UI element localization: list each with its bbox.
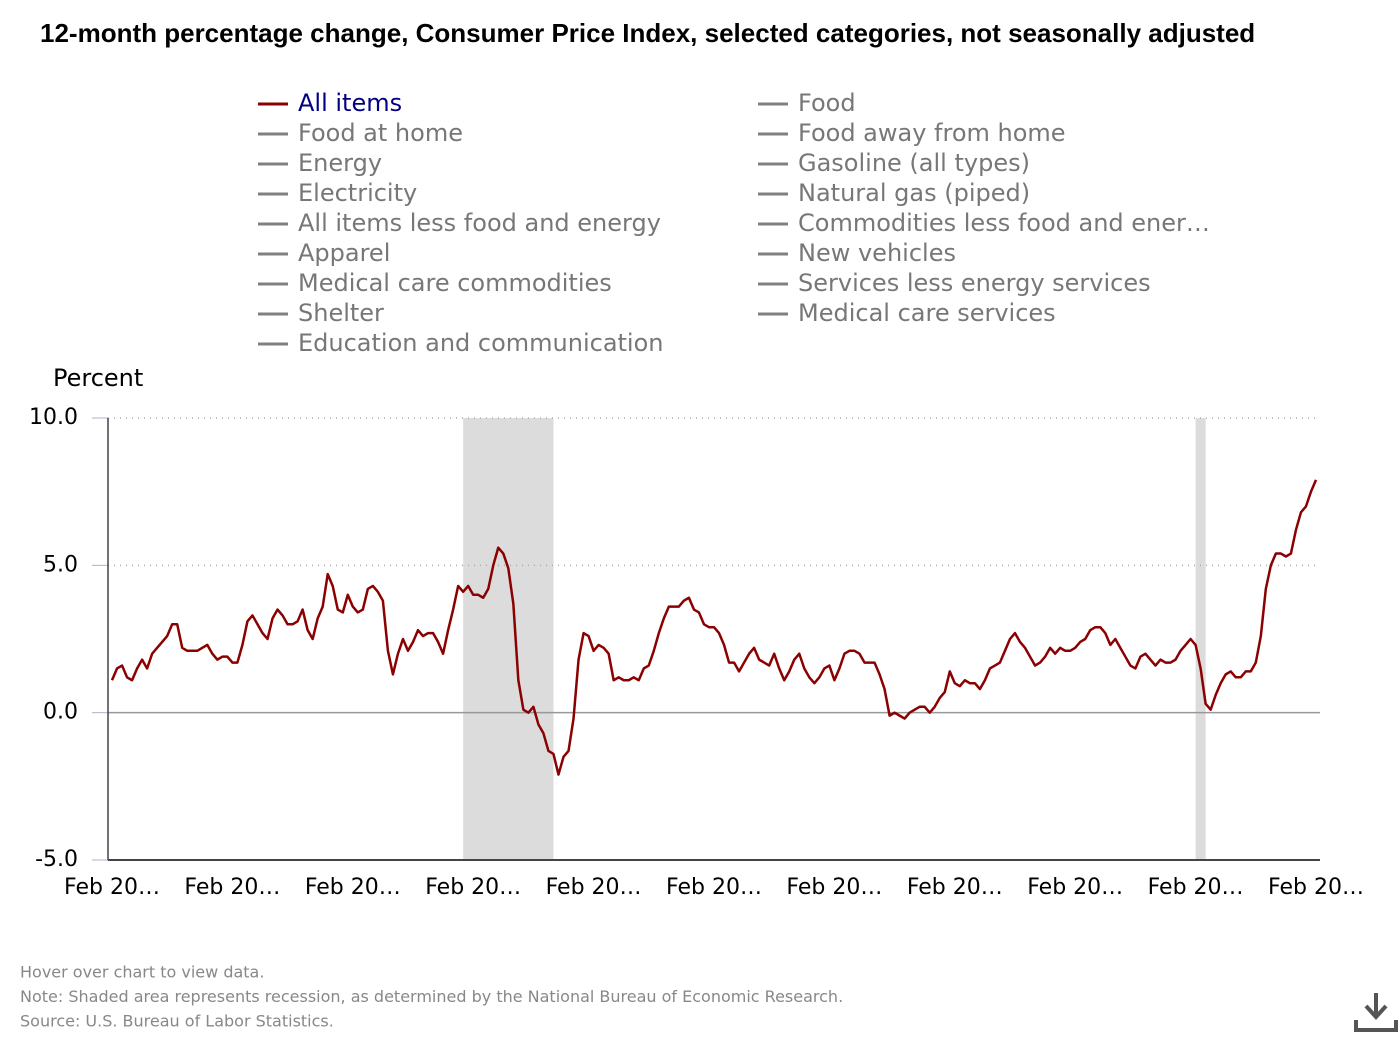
legend-label: Food at home (298, 119, 463, 147)
x-tick-label: Feb 20… (546, 875, 642, 900)
legend-label: Energy (298, 149, 382, 177)
legend-label: Food (798, 89, 856, 117)
x-tick-label: Feb 20… (1268, 875, 1364, 900)
download-icon[interactable] (1354, 993, 1398, 1032)
legend-label: Services less energy services (798, 269, 1151, 297)
x-tick-label: Feb 20… (1027, 875, 1123, 900)
y-tick-label: 10.0 (29, 405, 78, 430)
x-tick-label: Feb 20… (64, 875, 160, 900)
legend-label: Electricity (298, 179, 417, 207)
footnote: Hover over chart to view data. (20, 963, 264, 982)
legend-label: Gasoline (all types) (798, 149, 1030, 177)
x-tick-label: Feb 20… (1148, 875, 1244, 900)
x-tick-label: Feb 20… (907, 875, 1003, 900)
y-tick-label: 5.0 (43, 552, 78, 577)
footnote: Source: U.S. Bureau of Labor Statistics. (20, 1012, 334, 1031)
x-tick-label: Feb 20… (184, 875, 280, 900)
x-tick-label: Feb 20… (305, 875, 401, 900)
x-tick-label: Feb 20… (666, 875, 762, 900)
legend-label: Commodities less food and ener… (798, 209, 1210, 237)
x-tick-label: Feb 20… (786, 875, 882, 900)
series-line (110, 479, 1318, 776)
legend-label: All items less food and energy (298, 209, 661, 237)
legend-label: Medical care commodities (298, 269, 612, 297)
recession-shade (1195, 418, 1206, 860)
legend-label: Natural gas (piped) (798, 179, 1030, 207)
y-tick-label: -5.0 (35, 847, 78, 872)
recession-shade (463, 418, 554, 860)
legend-label: New vehicles (798, 239, 956, 267)
legend-label: Medical care services (798, 299, 1056, 327)
legend-label: Apparel (298, 239, 390, 267)
x-tick-label: Feb 20… (425, 875, 521, 900)
y-axis-label: Percent (53, 364, 143, 392)
legend-label: All items (298, 89, 402, 117)
legend-label: Shelter (298, 299, 384, 327)
legend-label: Food away from home (798, 119, 1066, 147)
chart-title: 12-month percentage change, Consumer Pri… (40, 18, 1256, 48)
footnote: Note: Shaded area represents recession, … (20, 987, 843, 1006)
legend-label: Education and communication (298, 329, 664, 357)
y-tick-label: 0.0 (43, 700, 78, 725)
